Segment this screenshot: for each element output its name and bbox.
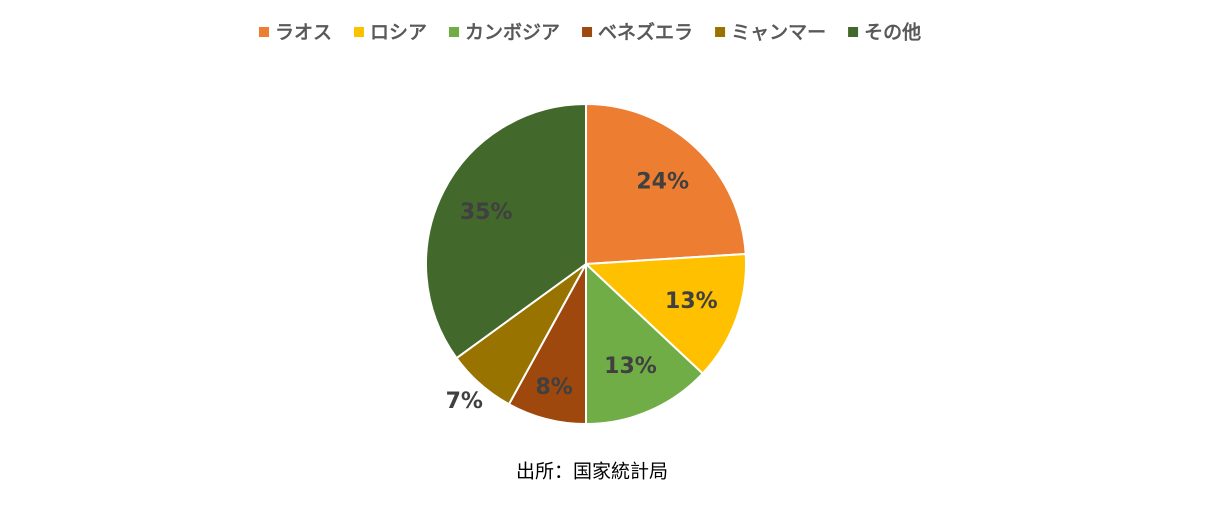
value-label: 35% bbox=[460, 200, 513, 225]
legend-label: ラオス bbox=[275, 22, 332, 44]
value-label: 7% bbox=[446, 389, 483, 414]
legend-label: ベネズエラ bbox=[598, 21, 693, 44]
pie-slice bbox=[425, 102, 587, 360]
pie-slice bbox=[585, 261, 705, 426]
legend-label: カンボジア bbox=[465, 22, 560, 44]
legend-marker bbox=[259, 27, 269, 37]
pie-slice bbox=[585, 102, 747, 266]
legend-marker bbox=[582, 27, 593, 37]
pie-slice bbox=[583, 252, 747, 375]
legend-label: ミャンマー bbox=[731, 22, 826, 44]
legend-marker bbox=[848, 27, 859, 37]
legend-marker bbox=[449, 27, 460, 37]
value-label: 24% bbox=[636, 169, 689, 194]
legend-label: その他 bbox=[864, 21, 921, 44]
legend-label: ロシア bbox=[370, 22, 427, 44]
legend: ラオス ロシア カンボジア ベネズエラ ミャンマー その他 bbox=[259, 21, 921, 44]
value-label: 13% bbox=[665, 289, 718, 314]
source-note: 出所：国家統計局 bbox=[516, 461, 668, 483]
legend-marker bbox=[354, 27, 365, 37]
legend-marker bbox=[715, 27, 726, 37]
value-label: 13% bbox=[604, 354, 657, 379]
value-label: 8% bbox=[535, 375, 572, 400]
